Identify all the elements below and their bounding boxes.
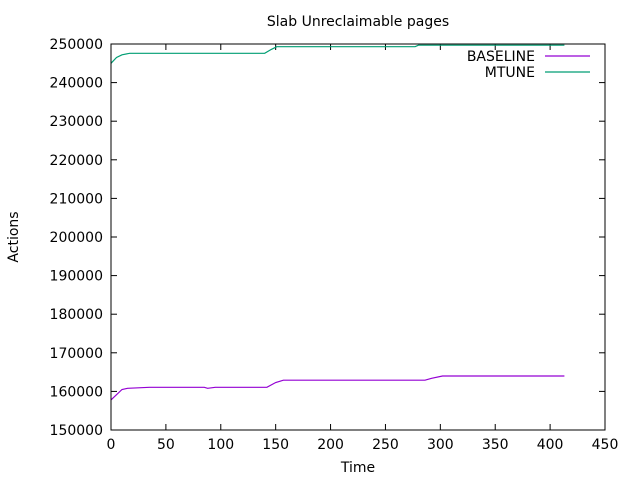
y-tick-label: 200000	[50, 230, 103, 246]
y-tick-label: 230000	[50, 114, 103, 130]
y-tick-label: 150000	[50, 423, 103, 439]
x-tick-label: 0	[107, 437, 116, 453]
x-tick-label: 450	[592, 437, 619, 453]
y-tick-label: 160000	[50, 384, 103, 400]
x-tick-label: 200	[317, 437, 344, 453]
x-tick-label: 350	[482, 437, 509, 453]
y-tick-label: 180000	[50, 307, 103, 323]
x-tick-label: 400	[537, 437, 564, 453]
series-line-mtune	[110, 44, 565, 64]
y-tick-label: 210000	[50, 191, 103, 207]
x-tick-label: 150	[262, 437, 289, 453]
y-axis-label: Actions	[6, 211, 22, 262]
chart-title: Slab Unreclaimable pages	[267, 14, 449, 30]
x-tick-label: 250	[372, 437, 399, 453]
y-tick-label: 170000	[50, 346, 103, 362]
y-tick-label: 190000	[50, 269, 103, 285]
plot-border	[110, 43, 606, 431]
x-tick-label: 300	[427, 437, 454, 453]
y-tick-label: 250000	[50, 37, 103, 53]
x-tick-label: 50	[157, 437, 175, 453]
legend-label: MTUNE	[485, 65, 535, 81]
legend-label: BASELINE	[467, 49, 535, 65]
series-line-baseline	[110, 375, 565, 401]
y-tick-label: 240000	[50, 76, 103, 92]
x-axis-label: Time	[340, 460, 375, 476]
y-tick-label: 220000	[50, 153, 103, 169]
x-tick-label: 100	[207, 437, 234, 453]
